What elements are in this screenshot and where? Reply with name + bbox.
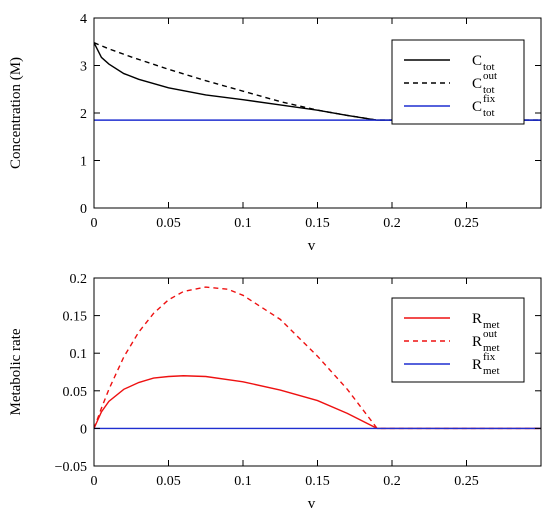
y-tick-label: 3 — [80, 60, 87, 75]
y-tick-label: 0.1 — [70, 347, 88, 362]
y-tick-label: 0 — [80, 202, 87, 217]
x-tick-label: 0.1 — [234, 474, 252, 489]
series-line-r-total — [94, 375, 541, 430]
x-tick-label: 0.2 — [383, 216, 401, 231]
y-tick-label: 2 — [80, 107, 87, 122]
y-tick-label: 0.05 — [63, 385, 88, 400]
legend-label-subscript: tot — [483, 84, 495, 96]
legend-label: C — [472, 53, 482, 69]
legend-box — [391, 297, 525, 383]
y-tick-label: 4 — [80, 12, 87, 27]
series-line-c-out — [94, 42, 541, 121]
x-tick-label: 0.05 — [156, 216, 181, 231]
legend-label-base: C — [472, 99, 482, 115]
legend-label: R — [472, 334, 482, 350]
legend-label: R — [472, 311, 482, 327]
legend-label: C — [472, 99, 482, 115]
legend-label-base: R — [472, 357, 482, 373]
legend-label-subscript: met — [483, 365, 500, 377]
y-tick-label: 1 — [80, 155, 87, 170]
x-tick-label: 0.25 — [454, 216, 479, 231]
legend-label-base: C — [472, 53, 482, 69]
legend-label: R — [472, 357, 482, 373]
legend-label: C — [472, 76, 482, 92]
x-tick-label: 0.15 — [305, 474, 330, 489]
x-tick-label: 0.2 — [383, 474, 401, 489]
legend-label-superscript: out — [483, 328, 497, 340]
legend-box — [391, 39, 525, 125]
legend-label-subscript: tot — [483, 107, 495, 119]
x-tick-label: 0.05 — [156, 474, 181, 489]
legend-label-base: C — [472, 76, 482, 92]
legend-label-superscript: fix — [483, 351, 496, 363]
metabolic-rate-chart: 0 0.05 0.1 0.15 0.2 0.25 −0.05 0 0.05 0.1 0.15 0.2 v… — [8, 272, 542, 512]
x-tick-label: 0 — [91, 216, 98, 231]
legend-label-subscript: tot — [483, 61, 495, 73]
legend-label-superscript: out — [483, 70, 497, 82]
x-tick-label: 0 — [91, 474, 98, 489]
x-tick-label: 0.1 — [234, 216, 252, 231]
legend-label-base: R — [472, 311, 482, 327]
y-axis-label: Metabolic rate — [8, 328, 24, 415]
legend-label-superscript: fix — [483, 93, 496, 105]
x-axis-label: v — [308, 238, 316, 254]
x-tick-label: 0.15 — [305, 216, 330, 231]
legend-label-base: R — [472, 334, 482, 350]
y-axis-label: Concentration (M) — [8, 57, 24, 169]
y-tick-label: 0.2 — [70, 272, 88, 287]
y-tick-label: 0.15 — [63, 310, 88, 325]
x-tick-label: 0.25 — [454, 474, 479, 489]
y-tick-label: 0 — [80, 422, 87, 437]
y-tick-label: −0.05 — [55, 460, 87, 475]
legend-label-subscript: met — [483, 342, 500, 354]
x-axis-label: v — [308, 496, 316, 512]
legend-label-subscript: met — [483, 319, 500, 331]
concentration-chart: 0 0.05 0.1 0.15 0.2 0.25 0 1 2 3 4 v Concentration (… — [8, 12, 542, 254]
